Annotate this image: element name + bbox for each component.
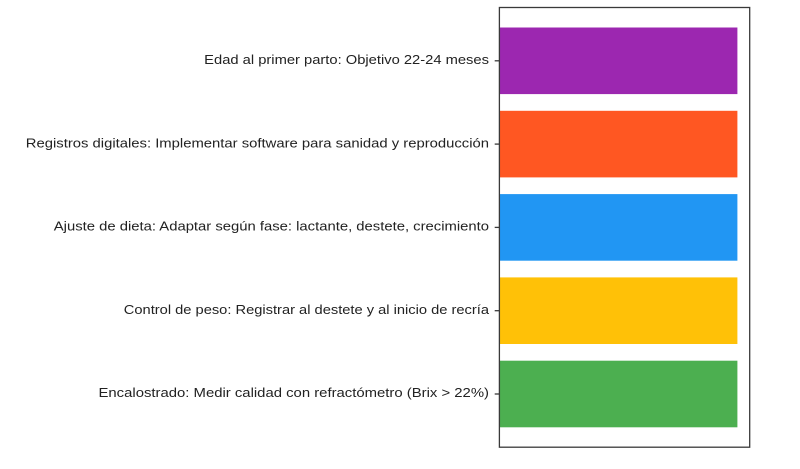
svg-text:Edad al primer parto: Objetivo: Edad al primer parto: Objetivo 22-24 mes… [204,52,489,67]
svg-text:Encalostrado: Medir calidad co: Encalostrado: Medir calidad con refractó… [99,385,490,400]
svg-text:Ajuste de dieta: Adaptar según: Ajuste de dieta: Adaptar según fase: lac… [54,219,489,234]
svg-text:Control de peso: Registrar al: Control de peso: Registrar al destete y … [124,302,490,317]
svg-text:Registros digitales: Implement: Registros digitales: Implementar softwar… [26,135,489,150]
